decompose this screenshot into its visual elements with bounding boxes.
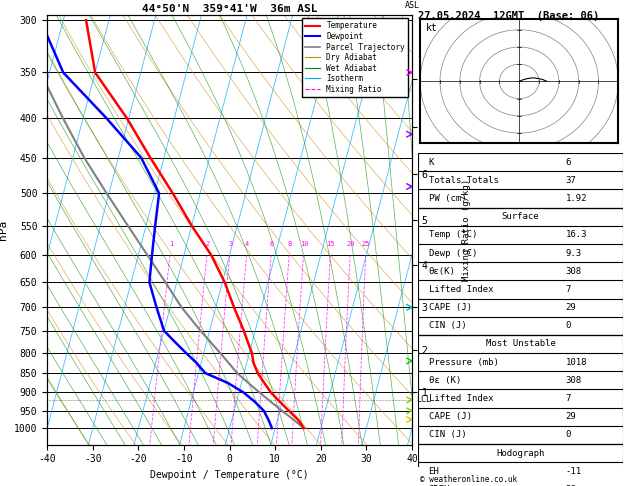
Text: θε(K): θε(K)	[428, 267, 455, 276]
Text: 25: 25	[362, 241, 370, 246]
Bar	[418, 208, 623, 335]
Text: CAPE (J): CAPE (J)	[428, 303, 472, 312]
Text: Dewp (°C): Dewp (°C)	[428, 248, 477, 258]
Text: 27.05.2024  12GMT  (Base: 06): 27.05.2024 12GMT (Base: 06)	[418, 11, 599, 21]
Text: © weatheronline.co.uk: © weatheronline.co.uk	[420, 474, 517, 484]
Text: 308: 308	[565, 267, 582, 276]
X-axis label: Dewpoint / Temperature (°C): Dewpoint / Temperature (°C)	[150, 470, 309, 480]
Text: 9.3: 9.3	[565, 248, 582, 258]
Text: 8: 8	[287, 241, 292, 246]
Text: CIN (J): CIN (J)	[428, 321, 466, 330]
Text: 1: 1	[169, 241, 173, 246]
Bar	[418, 153, 623, 208]
Text: 29: 29	[565, 303, 576, 312]
Text: Most Unstable: Most Unstable	[486, 340, 555, 348]
Text: 1.92: 1.92	[565, 194, 587, 203]
Text: 36: 36	[565, 485, 576, 486]
Text: 7: 7	[565, 285, 571, 294]
Text: 20: 20	[347, 241, 355, 246]
Text: EH: EH	[428, 467, 439, 476]
Text: 37: 37	[565, 176, 576, 185]
Text: PW (cm): PW (cm)	[428, 194, 466, 203]
Text: CIN (J): CIN (J)	[428, 431, 466, 439]
Text: LCL: LCL	[416, 396, 431, 404]
Text: 7: 7	[565, 394, 571, 403]
Text: Pressure (mb): Pressure (mb)	[428, 358, 498, 366]
Text: 3: 3	[228, 241, 233, 246]
Text: -11: -11	[565, 467, 582, 476]
Text: 0: 0	[565, 431, 571, 439]
Text: Totals Totals: Totals Totals	[428, 176, 498, 185]
Text: 16.3: 16.3	[565, 230, 587, 240]
Y-axis label: Mixing Ratio (g/kg): Mixing Ratio (g/kg)	[462, 178, 471, 281]
Text: K: K	[428, 157, 434, 167]
Text: 29: 29	[565, 412, 576, 421]
Bar	[418, 444, 623, 486]
Text: 15: 15	[326, 241, 335, 246]
Text: Surface: Surface	[502, 212, 539, 221]
Y-axis label: hPa: hPa	[0, 220, 8, 240]
Text: θε (K): θε (K)	[428, 376, 461, 385]
Title: 44°50'N  359°41'W  36m ASL: 44°50'N 359°41'W 36m ASL	[142, 4, 318, 14]
Text: Hodograph: Hodograph	[496, 449, 545, 458]
Bar	[418, 335, 623, 444]
Text: 1018: 1018	[565, 358, 587, 366]
Text: 10: 10	[300, 241, 308, 246]
Text: 6: 6	[565, 157, 571, 167]
Text: 0: 0	[565, 321, 571, 330]
Text: Lifted Index: Lifted Index	[428, 285, 493, 294]
Text: Lifted Index: Lifted Index	[428, 394, 493, 403]
Text: 2: 2	[206, 241, 210, 246]
Text: Temp (°C): Temp (°C)	[428, 230, 477, 240]
Text: km
ASL: km ASL	[404, 0, 420, 10]
Text: 308: 308	[565, 376, 582, 385]
Text: SREH: SREH	[428, 485, 450, 486]
Text: 4: 4	[245, 241, 250, 246]
Text: 6: 6	[270, 241, 274, 246]
Text: kt: kt	[426, 23, 438, 33]
Text: CAPE (J): CAPE (J)	[428, 412, 472, 421]
Legend: Temperature, Dewpoint, Parcel Trajectory, Dry Adiabat, Wet Adiabat, Isotherm, Mi: Temperature, Dewpoint, Parcel Trajectory…	[302, 18, 408, 97]
